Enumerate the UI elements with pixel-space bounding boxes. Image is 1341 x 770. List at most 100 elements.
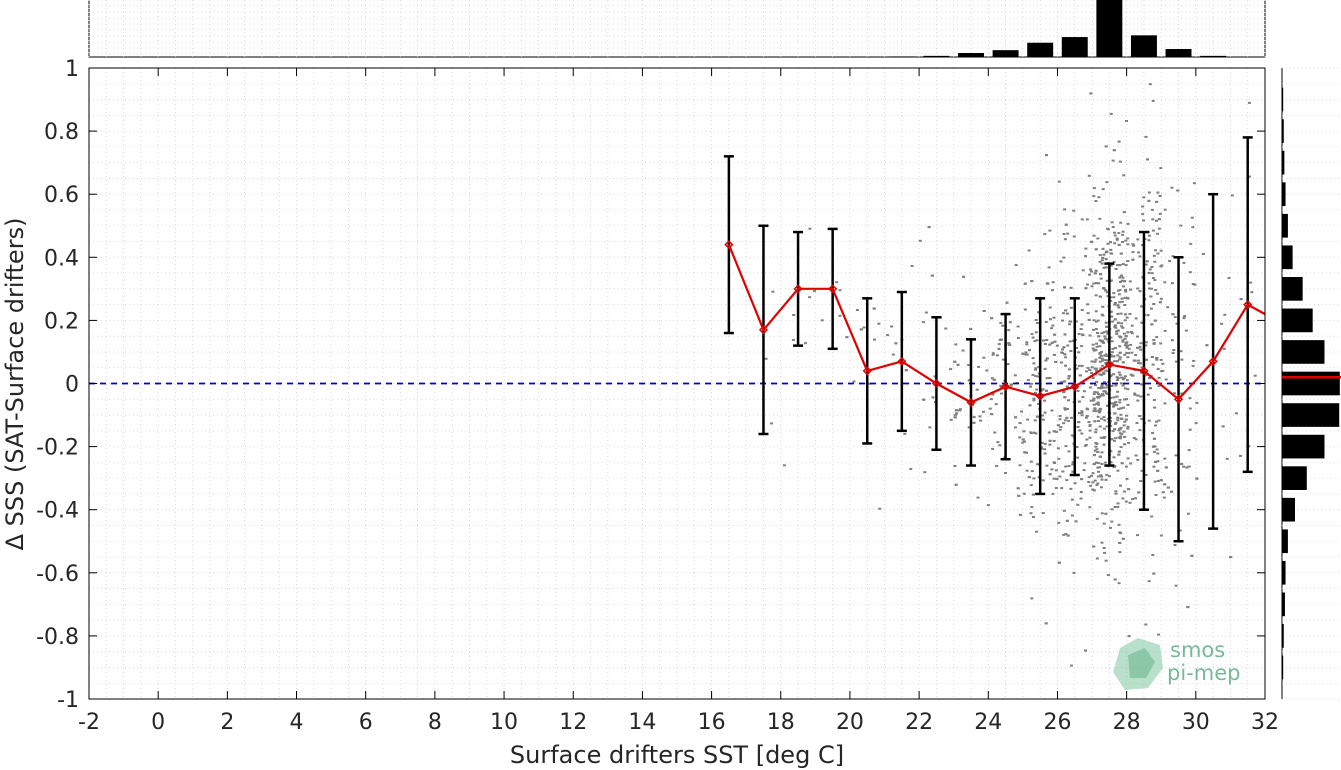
scatter-point (1093, 360, 1097, 363)
scatter-point (1137, 251, 1140, 254)
scatter-point (1102, 373, 1106, 375)
scatter-point (1104, 392, 1108, 395)
scatter-point (1147, 191, 1151, 194)
scatter-point (1130, 351, 1134, 354)
scatter-point (1052, 354, 1056, 356)
scatter-point (1151, 363, 1155, 366)
scatter-point (1094, 320, 1098, 323)
scatter-point (1100, 512, 1104, 515)
scatter-point (1201, 253, 1205, 255)
scatter-point (1067, 399, 1070, 402)
scatter-point (1088, 273, 1092, 276)
mean-marker (828, 284, 838, 294)
scatter-point (804, 342, 807, 345)
scatter-point (1072, 571, 1076, 574)
scatter-point (1080, 411, 1084, 414)
scatter-point (1147, 282, 1151, 285)
scatter-point (1119, 382, 1123, 385)
scatter-point (1062, 509, 1066, 512)
scatter-point (1073, 482, 1077, 485)
scatter-point (1103, 354, 1107, 357)
scatter-point (1094, 410, 1098, 413)
scatter-point (1100, 351, 1103, 354)
scatter-point (1098, 360, 1102, 363)
scatter-point (1088, 386, 1092, 389)
scatter-point (1125, 379, 1129, 382)
scatter-point (1090, 360, 1094, 363)
scatter-point (1150, 356, 1154, 358)
scatter-point (1114, 401, 1118, 404)
scatter-point (1102, 253, 1106, 256)
scatter-point (1156, 480, 1160, 482)
scatter-point (1151, 277, 1155, 280)
scatter-point (1075, 446, 1079, 448)
scatter-point (1239, 454, 1242, 457)
scatter-point (1101, 188, 1105, 191)
y-tick-label: 1 (65, 57, 79, 82)
scatter-point (1099, 394, 1103, 397)
scatter-point (1063, 286, 1066, 289)
scatter-point (1131, 374, 1135, 377)
scatter-point (1113, 234, 1117, 237)
scatter-point (921, 321, 925, 324)
scatter-point (872, 307, 876, 310)
x-tick-label: -2 (78, 710, 100, 735)
scatter-point (1095, 442, 1099, 445)
scatter-point (1155, 448, 1159, 451)
scatter-point (1097, 462, 1101, 465)
top-hist-bar (992, 50, 1019, 57)
scatter-point (1120, 279, 1124, 282)
scatter-point (1220, 322, 1224, 325)
scatter-point (1163, 329, 1167, 332)
scatter-point (1092, 397, 1096, 400)
scatter-point (1131, 258, 1135, 261)
scatter-point (1097, 335, 1101, 338)
right-hist-bar (1282, 119, 1284, 143)
scatter-point (1070, 498, 1074, 501)
scatter-point (1126, 388, 1130, 391)
scatter-point (1013, 374, 1017, 377)
scatter-point (1096, 319, 1100, 322)
scatter-point (1117, 232, 1121, 235)
scatter-point (991, 353, 995, 356)
scatter-point (1051, 281, 1055, 284)
scatter-point (1078, 374, 1082, 377)
scatter-point (1052, 477, 1056, 480)
scatter-point (1013, 426, 1017, 429)
scatter-point (1152, 339, 1156, 341)
scatter-point (1117, 436, 1121, 439)
scatter-point (953, 414, 957, 417)
scatter-point (1067, 419, 1071, 422)
scatter-point (1092, 282, 1096, 285)
scatter-point (1109, 461, 1113, 464)
logo-line2: pi-mep (1167, 661, 1240, 685)
right-hist-bar (1282, 277, 1303, 301)
scatter-point (1043, 411, 1047, 414)
scatter-point (1095, 448, 1099, 451)
scatter-point (1077, 400, 1081, 403)
scatter-point (1113, 578, 1117, 581)
scatter-point (1116, 304, 1120, 307)
scatter-point (1023, 308, 1027, 311)
mean-marker (1243, 300, 1253, 310)
scatter-point (1109, 279, 1113, 282)
scatter-point (1132, 244, 1136, 247)
scatter-point (808, 227, 812, 230)
scatter-point (1018, 436, 1022, 439)
scatter-point (1229, 556, 1233, 559)
scatter-point (1119, 336, 1123, 339)
scatter-point (1107, 475, 1111, 478)
scatter-point (1080, 432, 1084, 435)
y-tick-label: -1 (57, 688, 79, 713)
scatter-point (1122, 332, 1126, 335)
scatter-point (1141, 213, 1145, 216)
right-hist-bar (1282, 466, 1307, 490)
scatter-point (1253, 374, 1257, 377)
scatter-point (1036, 463, 1040, 466)
scatter-point (1032, 362, 1036, 365)
scatter-point (1101, 394, 1105, 397)
scatter-point (922, 398, 926, 401)
scatter-point (1152, 342, 1156, 345)
scatter-point (1085, 415, 1089, 417)
scatter-point (996, 441, 1000, 444)
